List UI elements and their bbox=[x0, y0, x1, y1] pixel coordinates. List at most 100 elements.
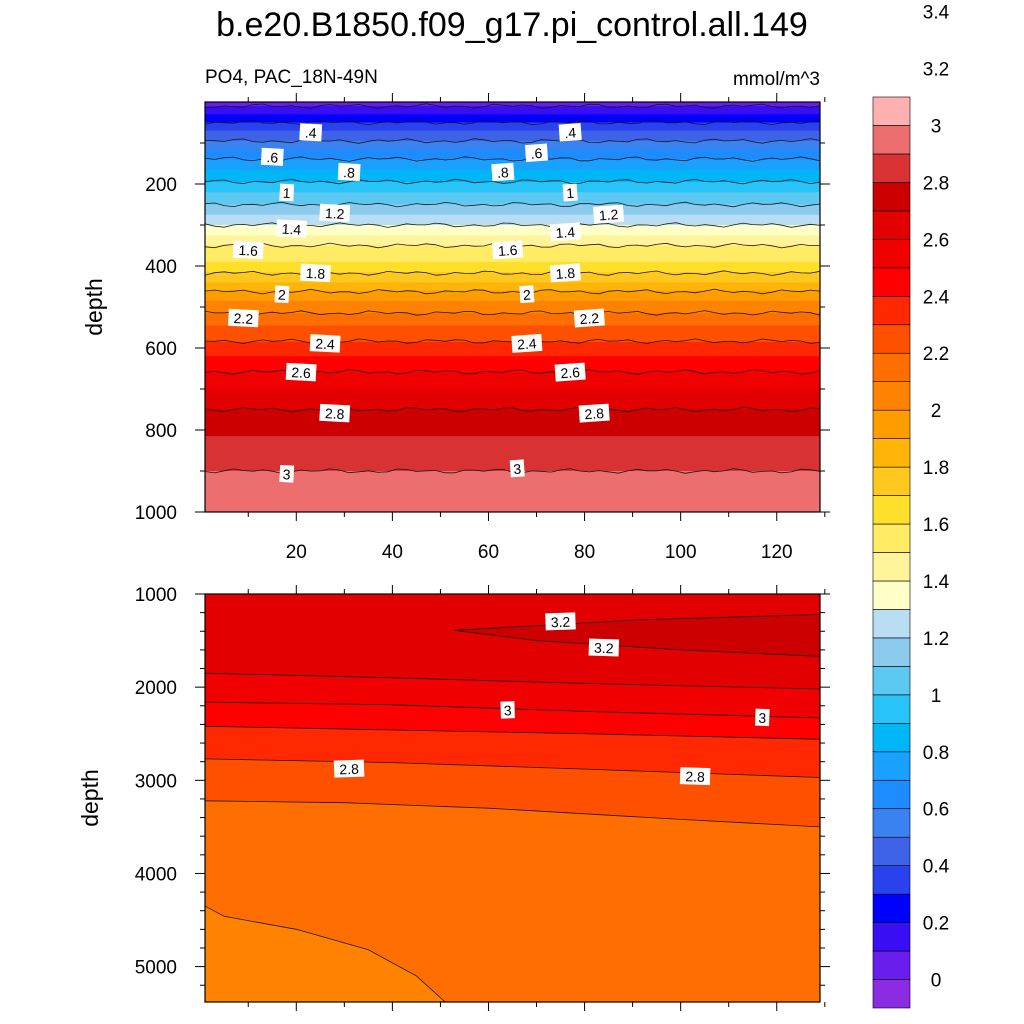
upper-depth-band bbox=[205, 210, 820, 214]
upper-contour-label-bg bbox=[285, 362, 317, 382]
upper-depth-band bbox=[205, 364, 820, 368]
upper-depth-band bbox=[205, 128, 820, 132]
upper-contour-label: 1.4 bbox=[549, 222, 581, 242]
lower-band-2.4 bbox=[205, 906, 446, 1002]
upper-contour-label: 2.4 bbox=[309, 334, 341, 353]
upper-depth-band bbox=[205, 280, 820, 283]
upper-depth-band bbox=[205, 372, 820, 376]
upper-contour-label-text: .4 bbox=[564, 124, 577, 141]
upper-depth-band bbox=[205, 407, 820, 411]
upper-contour-label-text: 2.6 bbox=[291, 364, 311, 381]
lower-contour-label: 3 bbox=[500, 701, 515, 719]
lower-contour-fill bbox=[205, 594, 820, 1002]
upper-depth-band bbox=[205, 331, 820, 335]
upper-depth-band bbox=[205, 479, 820, 482]
upper-contour-label: 1.8 bbox=[549, 263, 581, 283]
colorbar-swatch bbox=[872, 239, 911, 269]
upper-contour-label-bg bbox=[319, 403, 351, 423]
colorbar-swatch bbox=[872, 751, 911, 781]
lower-panel: 3.2 3.2 3 3 2.8 2.8 1000 2000 3000 4000 5000 dept… bbox=[77, 585, 830, 1011]
upper-depth-band bbox=[205, 286, 820, 290]
upper-depth-band bbox=[205, 196, 820, 199]
upper-contour-label-text: 2.8 bbox=[584, 405, 605, 422]
upper-depth-band bbox=[205, 391, 820, 394]
upper-x-tick-label: 120 bbox=[761, 542, 793, 563]
colorbar: 0 0.2 0.4 0.6 0.8 1 1.2 1.4 1.6 1.8 2 2.2 2.4 2.6 2.8 3… bbox=[872, 3, 950, 1009]
colorbar-swatch bbox=[872, 637, 911, 667]
lower-axis-ticks: 1000 2000 3000 4000 5000 bbox=[135, 585, 830, 1011]
lower-contour-label: 3.2 bbox=[545, 612, 576, 631]
lower-contour-label-text: 3 bbox=[504, 702, 513, 718]
colorbar-swatch bbox=[872, 182, 911, 212]
upper-depth-band bbox=[205, 321, 820, 324]
upper-contour-label: 1.2 bbox=[319, 203, 351, 223]
lower-plot-frame bbox=[204, 593, 821, 1003]
upper-depth-band bbox=[205, 354, 820, 357]
lower-contour-label-bg bbox=[545, 612, 576, 631]
colorbar-label: 1.4 bbox=[923, 572, 950, 593]
upper-contour-label: 1.6 bbox=[232, 240, 264, 260]
upper-contour-label-bg bbox=[593, 204, 625, 224]
upper-depth-band bbox=[205, 440, 820, 443]
upper-depth-band bbox=[205, 386, 820, 390]
upper-depth-band bbox=[205, 106, 820, 109]
lower-contour-label: 2.8 bbox=[679, 767, 711, 786]
upper-depth-band bbox=[205, 415, 820, 419]
upper-depth-band bbox=[205, 362, 820, 365]
upper-contour-label: 2.4 bbox=[511, 333, 543, 353]
colorbar-swatch bbox=[872, 723, 911, 753]
upper-depth-band bbox=[205, 393, 820, 396]
upper-depth-band bbox=[205, 477, 820, 480]
upper-depth-band bbox=[205, 202, 820, 206]
upper-contour-line bbox=[205, 288, 820, 295]
lower-contour-label-bg bbox=[333, 759, 365, 778]
lower-contour-label: 2.8 bbox=[333, 759, 365, 778]
colorbar-swatch bbox=[872, 153, 911, 183]
upper-depth-band bbox=[205, 259, 820, 263]
upper-contour-line bbox=[205, 119, 820, 126]
upper-depth-band bbox=[205, 356, 820, 359]
upper-depth-band bbox=[205, 290, 820, 294]
upper-depth-band bbox=[205, 509, 820, 512]
upper-y-tick-label: 800 bbox=[145, 421, 177, 442]
colorbar-swatch bbox=[872, 409, 911, 439]
units-label: mmol/m^3 bbox=[733, 69, 820, 90]
lower-contour-label-bg bbox=[500, 701, 515, 719]
colorbar-swatch bbox=[872, 438, 911, 468]
upper-depth-band bbox=[205, 438, 820, 441]
upper-depth-band bbox=[205, 304, 820, 308]
upper-contour-label: 1.2 bbox=[593, 204, 625, 224]
upper-contour-line bbox=[205, 222, 820, 228]
upper-depth-band bbox=[205, 446, 820, 450]
upper-depth-band bbox=[205, 444, 820, 447]
lower-band-3.2 bbox=[454, 614, 820, 657]
colorbar-label: 0.4 bbox=[923, 857, 950, 878]
upper-depth-band bbox=[205, 231, 820, 234]
upper-depth-band bbox=[205, 401, 820, 404]
upper-depth-band bbox=[205, 368, 820, 372]
upper-x-tick-label: 60 bbox=[478, 542, 499, 563]
upper-contour-label: 2.8 bbox=[319, 403, 351, 423]
upper-contour-label: 1.8 bbox=[300, 263, 331, 283]
upper-depth-band bbox=[205, 184, 820, 187]
upper-depth-band bbox=[205, 497, 820, 501]
upper-depth-band bbox=[205, 214, 820, 218]
upper-contour-label-bg bbox=[299, 123, 323, 142]
upper-depth-band bbox=[205, 503, 820, 507]
upper-depth-band bbox=[205, 419, 820, 423]
upper-depth-band bbox=[205, 112, 820, 115]
upper-depth-band bbox=[205, 124, 820, 128]
upper-contour-label-bg bbox=[319, 203, 351, 223]
colorbar-swatch bbox=[872, 893, 911, 923]
lower-y-tick-label: 5000 bbox=[135, 958, 177, 979]
upper-contour-label-text: 1.2 bbox=[325, 205, 345, 222]
upper-depth-band bbox=[205, 425, 820, 429]
upper-depth-band bbox=[205, 198, 820, 201]
upper-depth-band bbox=[205, 434, 820, 437]
upper-depth-band bbox=[205, 374, 820, 378]
upper-depth-band bbox=[205, 153, 820, 156]
upper-contour-label: 1 bbox=[279, 183, 295, 202]
upper-contour-label: 2.2 bbox=[228, 308, 259, 328]
upper-depth-band bbox=[205, 389, 820, 392]
upper-depth-band bbox=[205, 436, 820, 439]
